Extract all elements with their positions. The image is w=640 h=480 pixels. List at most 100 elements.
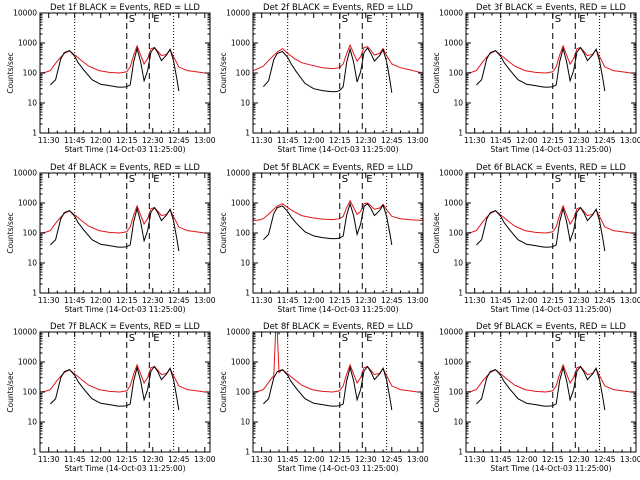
series-line-events bbox=[263, 365, 393, 411]
y-tick-label: 1 bbox=[458, 129, 463, 138]
plot-frame bbox=[39, 172, 211, 294]
x-tick-label: 12:30 bbox=[355, 455, 377, 464]
x-tick-label: 13:00 bbox=[407, 136, 429, 145]
x-tick-label: 12:15 bbox=[542, 296, 564, 305]
start-marker-label: S bbox=[555, 333, 561, 344]
x-axis-title: Start Time (14-Oct-03 11:25:00) bbox=[64, 145, 185, 154]
panel-title: Det 7f BLACK = Events, RED = LLD bbox=[50, 322, 200, 332]
y-tick-label: 1000 bbox=[18, 199, 37, 208]
series-group bbox=[253, 332, 423, 411]
x-tick-label: 12:30 bbox=[568, 296, 590, 305]
y-tick-label: 100 bbox=[236, 229, 251, 238]
x-tick-label: 12:15 bbox=[116, 136, 138, 145]
x-tick-label: 12:00 bbox=[303, 136, 325, 145]
start-marker-label: S bbox=[342, 333, 348, 344]
x-axis-title: Start Time (14-Oct-03 11:25:00) bbox=[490, 305, 611, 314]
plot-frame bbox=[465, 331, 637, 453]
panel-title: Det 8f BLACK = Events, RED = LLD bbox=[263, 322, 413, 332]
x-tick-label: 13:00 bbox=[194, 136, 216, 145]
x-tick-label: 11:30 bbox=[251, 296, 273, 305]
x-tick-label: 12:15 bbox=[329, 136, 351, 145]
y-tick-label: 100 bbox=[23, 229, 38, 238]
x-axis-title: Start Time (14-Oct-03 11:25:00) bbox=[490, 145, 611, 154]
panel-title: Det 3f BLACK = Events, RED = LLD bbox=[476, 3, 626, 13]
x-tick-label: 12:45 bbox=[594, 455, 616, 464]
y-tick-label: 1 bbox=[458, 289, 463, 298]
y-axis-title: Counts/sec bbox=[219, 52, 228, 93]
y-tick-label: 10 bbox=[240, 418, 250, 427]
panel-title: Det 9f BLACK = Events, RED = LLD bbox=[476, 322, 626, 332]
x-tick-label: 13:00 bbox=[194, 296, 216, 305]
x-tick-label: 11:30 bbox=[38, 136, 60, 145]
y-tick-label: 1000 bbox=[231, 39, 250, 48]
series-line-events bbox=[50, 206, 180, 252]
y-tick-label: 1000 bbox=[231, 199, 250, 208]
x-tick-label: 13:00 bbox=[620, 136, 640, 145]
panel-title: Det 4f BLACK = Events, RED = LLD bbox=[50, 163, 200, 173]
y-tick-label: 10000 bbox=[13, 328, 37, 337]
x-tick-label: 12:15 bbox=[116, 455, 138, 464]
y-tick-label: 10000 bbox=[439, 169, 463, 178]
x-tick-label: 11:45 bbox=[64, 455, 86, 464]
x-tick-label: 12:45 bbox=[168, 296, 190, 305]
y-tick-label: 100 bbox=[236, 69, 251, 78]
x-axis-title: Start Time (14-Oct-03 11:25:00) bbox=[277, 145, 398, 154]
series-line-events bbox=[476, 206, 606, 252]
y-tick-label: 10000 bbox=[439, 9, 463, 18]
x-tick-label: 11:45 bbox=[64, 136, 86, 145]
x-tick-label: 11:30 bbox=[464, 136, 486, 145]
end-marker-label: E bbox=[153, 333, 159, 344]
x-tick-label: 11:30 bbox=[38, 455, 60, 464]
x-tick-label: 12:30 bbox=[568, 136, 590, 145]
series-line-lld bbox=[466, 44, 636, 74]
y-tick-label: 1 bbox=[245, 129, 250, 138]
series-group bbox=[40, 363, 210, 411]
end-marker-label: E bbox=[579, 333, 585, 344]
y-tick-label: 100 bbox=[23, 388, 38, 397]
y-tick-label: 10 bbox=[27, 99, 37, 108]
start-marker-label: S bbox=[342, 14, 348, 25]
x-tick-label: 11:30 bbox=[251, 455, 273, 464]
x-tick-label: 12:30 bbox=[142, 296, 164, 305]
x-tick-label: 11:45 bbox=[490, 296, 512, 305]
series-group bbox=[40, 204, 210, 252]
series-line-events bbox=[263, 201, 393, 245]
y-axis-title: Counts/sec bbox=[6, 52, 15, 93]
panel-title: Det 1f BLACK = Events, RED = LLD bbox=[50, 3, 200, 13]
end-marker-label: E bbox=[153, 174, 159, 185]
y-tick-label: 10 bbox=[27, 259, 37, 268]
x-axis-title: Start Time (14-Oct-03 11:25:00) bbox=[277, 305, 398, 314]
start-marker-label: S bbox=[129, 333, 135, 344]
x-tick-label: 12:30 bbox=[142, 455, 164, 464]
plot-frame bbox=[465, 172, 637, 294]
start-marker-label: S bbox=[555, 174, 561, 185]
x-tick-label: 11:45 bbox=[277, 455, 299, 464]
series-line-lld bbox=[40, 204, 210, 234]
x-tick-label: 12:45 bbox=[168, 455, 190, 464]
y-tick-label: 1000 bbox=[444, 358, 463, 367]
y-tick-label: 10 bbox=[240, 99, 250, 108]
y-tick-label: 10000 bbox=[226, 9, 250, 18]
x-axis-title: Start Time (14-Oct-03 11:25:00) bbox=[64, 305, 185, 314]
series-line-lld bbox=[253, 199, 423, 222]
y-tick-label: 100 bbox=[236, 388, 251, 397]
series-line-events bbox=[263, 47, 393, 93]
x-tick-label: 13:00 bbox=[407, 455, 429, 464]
y-tick-label: 1000 bbox=[444, 199, 463, 208]
x-tick-label: 12:30 bbox=[355, 296, 377, 305]
series-line-events bbox=[50, 46, 180, 92]
y-tick-label: 100 bbox=[449, 69, 464, 78]
x-tick-label: 11:45 bbox=[490, 136, 512, 145]
start-marker-label: S bbox=[342, 174, 348, 185]
x-tick-label: 12:00 bbox=[90, 455, 112, 464]
y-tick-label: 10 bbox=[453, 418, 463, 427]
series-line-lld bbox=[466, 204, 636, 234]
x-tick-label: 12:00 bbox=[90, 296, 112, 305]
